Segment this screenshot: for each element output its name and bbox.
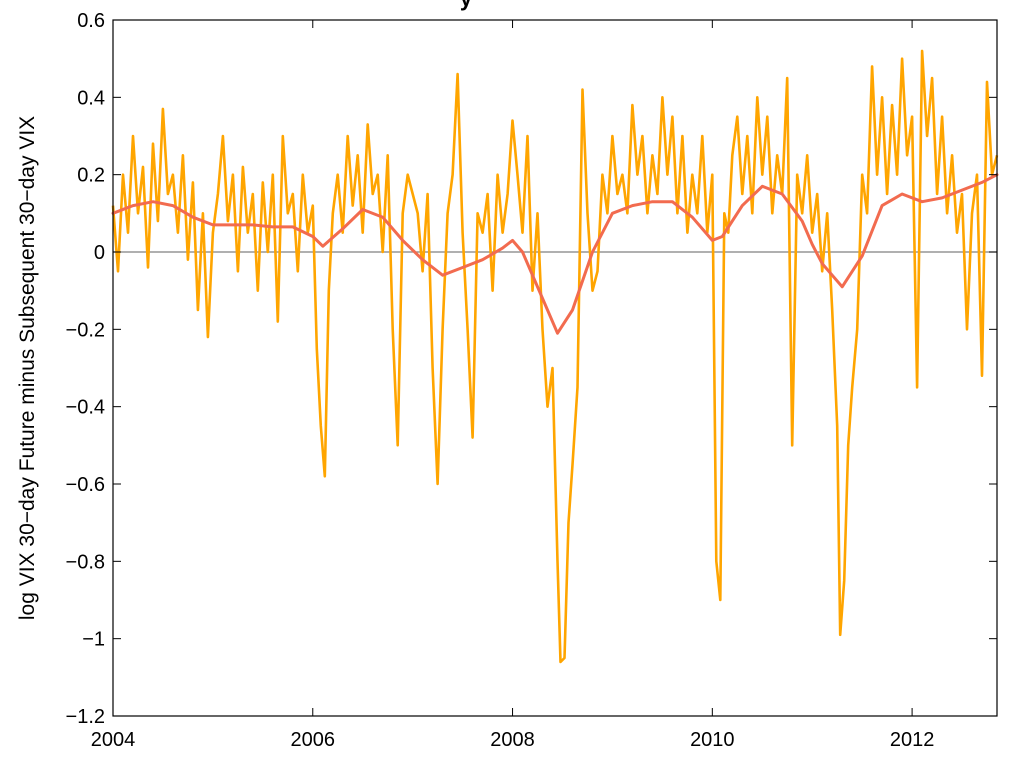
x-tick-label: 2012 [890, 729, 935, 751]
x-tick-label: 2008 [490, 729, 535, 751]
series-line-raw [111, 49, 999, 664]
y-tick-label: −0.8 [66, 551, 105, 573]
y-tick-label: 0.4 [77, 87, 105, 109]
axis-ticks [112, 19, 997, 717]
chart-title-fragment: y [460, 0, 473, 11]
x-tick-label: 2010 [690, 729, 735, 751]
x-tick-label: 2006 [291, 729, 336, 751]
x-tick-label: 2004 [91, 729, 136, 751]
y-tick-label: −0.4 [66, 397, 105, 419]
tick-labels: 2004 2006 2008 2010 2012 0.6 0.4 0.2 0 −0.2 −0.4 −0… [66, 10, 935, 751]
y-axis-label: log VIX 30−day Future minus Subsequent 3… [16, 116, 39, 620]
plot-area [111, 19, 999, 717]
y-tick-label: −1.2 [66, 706, 105, 728]
y-tick-label: −0.6 [66, 474, 105, 496]
y-tick-label: 0.2 [77, 165, 105, 187]
y-tick-label: −0.2 [66, 319, 105, 341]
axes-frame [112, 19, 998, 717]
y-tick-label: 0 [94, 242, 105, 264]
series-line-smoothed [111, 173, 999, 335]
y-tick-label: −1 [82, 629, 105, 651]
y-tick-label: 0.6 [77, 10, 105, 32]
